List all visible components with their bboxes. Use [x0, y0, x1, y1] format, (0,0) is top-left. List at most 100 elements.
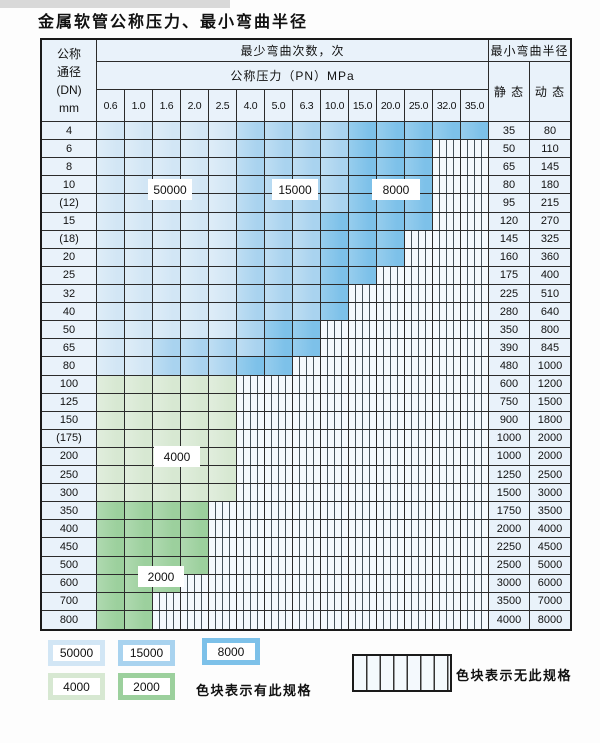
spec-cell — [265, 339, 293, 358]
spec-cell — [377, 140, 405, 159]
no-spec-cell — [461, 610, 489, 629]
spec-cell — [265, 158, 293, 177]
spec-cell — [209, 122, 237, 141]
dn-cell: 50 — [42, 321, 97, 340]
spec-cell — [97, 574, 125, 593]
no-spec-cell — [349, 556, 377, 575]
dn-cell: (175) — [42, 429, 97, 448]
dn-cell: 200 — [42, 447, 97, 467]
dynamic-radius-cell: 145 — [530, 158, 570, 177]
no-spec-cell — [293, 574, 321, 593]
dynamic-radius-cell: 1800 — [530, 411, 570, 430]
static-radius-cell: 95 — [489, 194, 530, 213]
spec-cell — [125, 321, 153, 340]
spec-cell — [293, 284, 321, 304]
no-spec-cell — [237, 484, 265, 503]
no-spec-cell — [433, 284, 461, 304]
pressure-tick: 2.0 — [181, 90, 209, 122]
no-spec-cell — [321, 447, 349, 467]
spec-cell — [97, 212, 125, 231]
no-spec-cell — [433, 574, 461, 593]
no-spec-note: 色块表示无此规格 — [456, 668, 573, 683]
spec-cell — [405, 140, 433, 159]
dn-cell: 450 — [42, 538, 97, 557]
no-spec-cell — [377, 502, 405, 521]
spec-cell — [209, 140, 237, 159]
dn-header-line: 通径 — [56, 64, 81, 79]
no-spec-cell — [321, 339, 349, 358]
spec-cell — [181, 122, 209, 141]
no-spec-cell — [237, 411, 265, 430]
no-spec-cell — [349, 610, 377, 629]
no-spec-cell — [405, 592, 433, 611]
spec-cell — [125, 303, 153, 322]
no-spec-cell — [265, 466, 293, 485]
no-spec-cell — [237, 610, 265, 629]
spec-cell — [153, 466, 181, 485]
spec-cell — [209, 303, 237, 322]
spec-cell — [265, 303, 293, 322]
spec-cell — [181, 303, 209, 322]
spec-cell — [349, 194, 377, 213]
spec-cell — [237, 284, 265, 304]
spec-cell — [97, 122, 125, 141]
no-spec-cell — [377, 520, 405, 539]
spec-cell — [265, 266, 293, 285]
no-spec-cell — [405, 375, 433, 394]
spec-cell — [125, 339, 153, 358]
dn-cell: 4 — [42, 122, 97, 141]
spec-table-grid: 公称 通径 (DN) mm 最少弯曲次数，次 最小弯曲半径 公称压力（PN）MPa 静 态动 … — [42, 40, 570, 629]
static-radius-cell: 1500 — [489, 484, 530, 503]
pressure-tick: 15.0 — [349, 90, 377, 122]
dn-cell: (18) — [42, 230, 97, 249]
dn-cell: 25 — [42, 266, 97, 285]
spec-cell — [321, 212, 349, 231]
static-radius-cell: 35 — [489, 122, 530, 141]
static-radius-cell: 280 — [489, 303, 530, 322]
spec-cell — [97, 339, 125, 358]
no-spec-cell — [265, 375, 293, 394]
spec-cell — [265, 284, 293, 304]
no-spec-cell — [209, 574, 237, 593]
spec-cell — [349, 248, 377, 267]
spec-cell — [209, 484, 237, 503]
spec-cell — [125, 284, 153, 304]
spec-cell — [293, 248, 321, 267]
spec-cell — [153, 303, 181, 322]
spec-cell — [97, 538, 125, 557]
spec-cell — [209, 375, 237, 394]
dn-cell: 80 — [42, 357, 97, 376]
dynamic-radius-cell: 4500 — [530, 538, 570, 557]
no-spec-cell — [405, 393, 433, 412]
no-spec-cell — [405, 520, 433, 539]
dynamic-radius-cell: 2000 — [530, 429, 570, 448]
has-spec-note: 色块表示有此规格 — [196, 683, 313, 698]
no-spec-cell — [405, 303, 433, 322]
no-spec-cell — [461, 520, 489, 539]
dynamic-radius-cell: 1000 — [530, 357, 570, 376]
static-radius-cell: 2000 — [489, 520, 530, 539]
spec-cell — [153, 393, 181, 412]
spec-cell — [153, 339, 181, 358]
no-spec-cell — [461, 321, 489, 340]
dynamic-radius-cell: 800 — [530, 321, 570, 340]
dn-cell: 700 — [42, 592, 97, 611]
static-radius-cell: 120 — [489, 212, 530, 231]
static-radius-cell: 175 — [489, 266, 530, 285]
dynamic-radius-cell: 5000 — [530, 556, 570, 575]
scan-artifact-strip — [0, 0, 230, 8]
spec-cell — [349, 266, 377, 285]
no-spec-cell — [377, 484, 405, 503]
static-radius-cell: 2250 — [489, 538, 530, 557]
no-spec-cell — [349, 429, 377, 448]
spec-cell — [237, 303, 265, 322]
no-spec-cell — [237, 520, 265, 539]
spec-cell — [153, 284, 181, 304]
spec-cell — [237, 357, 265, 376]
spec-cell — [153, 158, 181, 177]
spec-cell — [293, 122, 321, 141]
dn-cell: 65 — [42, 339, 97, 358]
no-spec-cell — [237, 466, 265, 485]
dynamic-header: 动 态 — [530, 62, 570, 122]
spec-cell — [265, 248, 293, 267]
